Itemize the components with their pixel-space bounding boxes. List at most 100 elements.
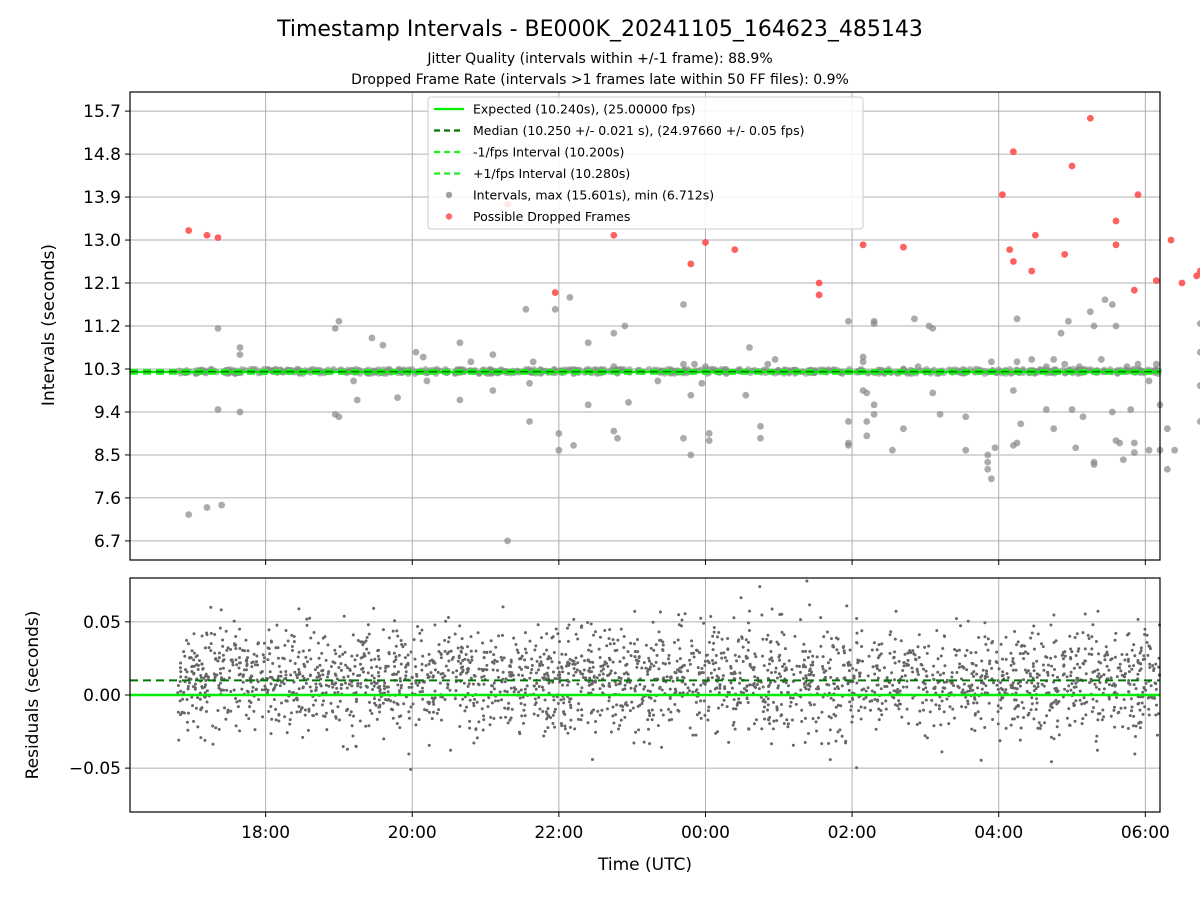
- residual-point: [1089, 677, 1093, 681]
- residual-point: [407, 716, 411, 720]
- interval-point: [1119, 456, 1127, 464]
- residual-point: [1078, 665, 1082, 669]
- residual-point: [1131, 724, 1135, 728]
- residual-point: [819, 644, 823, 648]
- interval-point: [236, 344, 244, 351]
- residual-point: [1084, 713, 1088, 717]
- residual-point: [821, 667, 825, 671]
- residual-point: [520, 673, 524, 677]
- residual-point: [1154, 713, 1158, 717]
- residual-point: [934, 703, 938, 707]
- residual-point: [924, 686, 928, 690]
- residual-point: [566, 731, 570, 735]
- residual-point: [615, 703, 619, 707]
- residual-point: [661, 648, 665, 652]
- residual-point: [979, 717, 983, 721]
- residual-point: [342, 675, 346, 679]
- residual-point: [537, 684, 541, 688]
- interval-point: [929, 389, 937, 397]
- residual-point: [619, 718, 623, 722]
- residual-point: [351, 734, 355, 738]
- interval-point: [1196, 348, 1200, 356]
- residual-point: [532, 684, 536, 688]
- residual-point: [1112, 708, 1116, 712]
- x-tick-label: 02:00: [828, 823, 877, 843]
- residual-point: [669, 675, 673, 679]
- residual-point: [914, 657, 918, 661]
- residual-point: [905, 707, 909, 711]
- residual-point: [391, 629, 395, 633]
- residual-point: [642, 687, 646, 691]
- residual-point: [738, 676, 742, 680]
- chart-title: Timestamp Intervals - BE000K_20241105_16…: [276, 17, 923, 42]
- residual-point: [443, 674, 447, 678]
- residual-point: [491, 684, 495, 688]
- residual-point: [714, 661, 718, 665]
- residual-point: [309, 657, 313, 661]
- residual-point: [217, 651, 221, 655]
- residual-point: [456, 659, 460, 663]
- residual-point: [443, 649, 447, 653]
- residual-point: [292, 635, 296, 639]
- interval-point: [987, 475, 995, 483]
- residual-point: [469, 676, 473, 680]
- residual-point: [945, 697, 949, 701]
- interval-point: [526, 418, 533, 425]
- x-tick-label: 04:00: [974, 823, 1023, 843]
- residual-point: [788, 704, 792, 708]
- residual-point: [686, 669, 690, 673]
- residual-point: [192, 651, 196, 655]
- residual-point: [373, 701, 377, 705]
- residual-point: [602, 663, 606, 667]
- residual-point: [842, 649, 846, 653]
- residual-point: [382, 684, 386, 688]
- residual-point: [480, 667, 484, 671]
- residual-point: [897, 659, 901, 663]
- residual-point: [686, 686, 690, 690]
- residual-point: [551, 670, 555, 674]
- residual-point: [885, 676, 889, 680]
- residual-point: [545, 712, 549, 716]
- dropped-frame-point: [1061, 250, 1069, 258]
- residual-point: [738, 681, 742, 685]
- residual-point: [1014, 705, 1018, 709]
- residual-point: [665, 675, 669, 679]
- residual-point: [808, 701, 812, 705]
- residual-point: [828, 658, 832, 662]
- residual-point: [341, 652, 345, 656]
- residual-point: [1052, 737, 1056, 741]
- residual-point: [1037, 721, 1041, 725]
- residual-point: [606, 664, 610, 668]
- residual-point: [744, 688, 748, 692]
- residual-point: [337, 718, 341, 722]
- residual-point: [1154, 687, 1158, 691]
- residual-point: [427, 702, 431, 706]
- residual-point: [536, 623, 540, 627]
- dropped-frame-point: [1028, 267, 1036, 275]
- residual-point: [872, 641, 876, 645]
- residual-point: [229, 709, 233, 713]
- residual-point: [1091, 670, 1095, 674]
- residual-point: [754, 718, 758, 722]
- residual-point: [846, 663, 850, 667]
- residual-point: [1045, 714, 1049, 718]
- residual-point: [768, 722, 772, 726]
- residual-point: [950, 675, 954, 679]
- residual-point: [393, 665, 397, 669]
- residual-point: [446, 640, 450, 644]
- residual-point: [377, 698, 381, 702]
- residual-point: [567, 623, 571, 627]
- residual-point: [557, 640, 561, 644]
- residual-point: [178, 666, 182, 670]
- residual-point: [1046, 663, 1050, 667]
- residual-point: [763, 700, 767, 704]
- residual-point: [601, 667, 605, 671]
- interval-point: [845, 418, 852, 425]
- residual-point: [345, 686, 349, 690]
- residual-point: [532, 712, 536, 716]
- interval-point: [1068, 406, 1076, 413]
- residual-point: [444, 619, 448, 623]
- legend-item-dropped-swatch: [445, 213, 453, 220]
- residual-point: [372, 697, 376, 701]
- residual-point: [725, 659, 729, 663]
